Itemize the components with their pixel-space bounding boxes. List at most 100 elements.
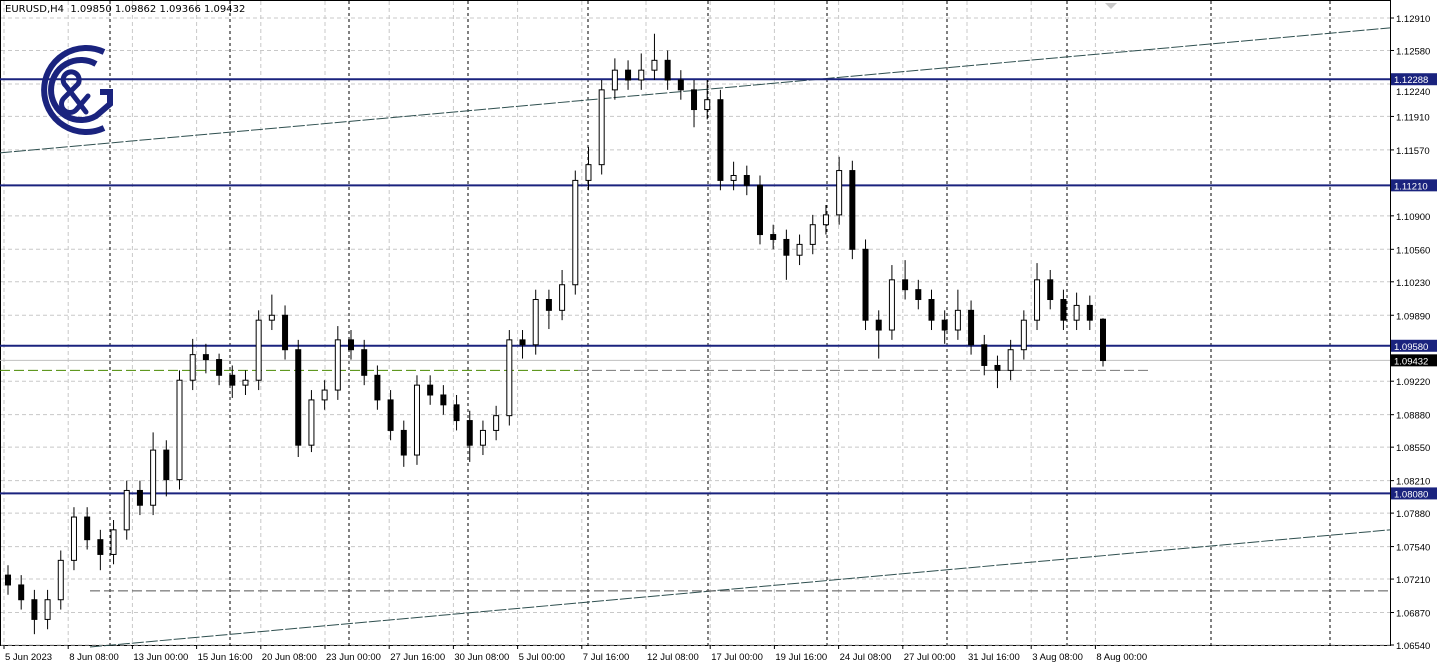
candle-bull xyxy=(242,379,249,386)
candle-bull xyxy=(954,309,961,331)
candle-bull xyxy=(479,429,486,446)
level-price-label: 1.08080 xyxy=(1394,489,1428,500)
candle-bear xyxy=(770,234,777,240)
candle-bear xyxy=(387,399,394,431)
candle-bull xyxy=(321,389,328,401)
y-tick-label: 1.08550 xyxy=(1396,443,1430,454)
level-price-tag xyxy=(1391,487,1437,500)
candle-bear xyxy=(875,319,882,331)
candle-bear xyxy=(691,89,698,111)
candle-bear xyxy=(229,374,236,386)
candle-bear xyxy=(756,184,763,236)
candle-bear xyxy=(677,79,684,91)
x-tick-label: 24 Jul 08:00 xyxy=(840,652,892,663)
candle-bear xyxy=(216,359,223,376)
y-tick-label: 1.07880 xyxy=(1396,509,1430,520)
candle-bear xyxy=(783,238,790,256)
x-tick-label: 31 Jul 16:00 xyxy=(968,652,1020,663)
y-tick-label: 1.07540 xyxy=(1396,543,1430,554)
candle-bear xyxy=(1060,299,1067,321)
candle-bull xyxy=(334,339,341,391)
bid-price-tag xyxy=(1391,354,1437,367)
y-tick-label: 1.11910 xyxy=(1396,112,1430,123)
candle-bear xyxy=(202,354,209,361)
candle-bull xyxy=(888,279,895,331)
y-tick-label: 1.11570 xyxy=(1396,146,1430,157)
candle-bear xyxy=(295,349,302,446)
candle-bear xyxy=(941,319,948,331)
x-tick-label: 30 Jun 08:00 xyxy=(454,652,509,663)
candle-bear xyxy=(968,309,975,346)
close-value: 1.09432 xyxy=(204,4,246,15)
candle-bear xyxy=(1047,279,1054,301)
candle-bear xyxy=(625,69,632,81)
level-price-label: 1.11210 xyxy=(1394,181,1428,192)
candle-bull xyxy=(796,243,803,256)
candle-bull xyxy=(493,415,500,431)
candle-bull xyxy=(585,164,592,181)
x-tick-label: 19 Jul 16:00 xyxy=(775,652,827,663)
candle-bull xyxy=(822,214,829,226)
level-price-label: 1.12288 xyxy=(1394,75,1428,86)
chart-shift-marker[interactable] xyxy=(1105,3,1117,9)
low-value: 1.09366 xyxy=(159,4,201,15)
x-tick-label: 27 Jun 16:00 xyxy=(390,652,445,663)
candle-bull xyxy=(150,449,157,506)
level-price-tag xyxy=(1391,179,1437,192)
y-tick-label: 1.10900 xyxy=(1396,212,1430,223)
y-tick-label: 1.12580 xyxy=(1396,46,1430,57)
candle-bull xyxy=(506,339,513,417)
x-tick-label: 8 Jun 08:00 xyxy=(69,652,119,663)
trend-line-lower[interactable] xyxy=(89,529,1391,648)
candle-bear xyxy=(374,374,381,401)
x-tick-label: 23 Jun 00:00 xyxy=(326,652,381,663)
candle-bear xyxy=(994,364,1001,371)
high-value: 1.09862 xyxy=(114,4,157,15)
x-tick-label: 5 Jul 00:00 xyxy=(519,652,565,663)
level-price-tag xyxy=(1391,339,1437,352)
x-tick-label: 15 Jun 16:00 xyxy=(198,652,253,663)
candle-bear xyxy=(862,248,869,321)
candle-bear xyxy=(5,574,11,586)
candle-bull xyxy=(651,59,658,71)
candle-bear xyxy=(1086,304,1093,321)
x-tick-label: 5 Jun 2023 xyxy=(5,652,52,663)
candle-bear xyxy=(664,59,671,81)
candle-bear xyxy=(84,516,91,541)
x-tick-label: 20 Jun 08:00 xyxy=(262,652,317,663)
candle-bull xyxy=(189,354,196,381)
y-tick-label: 1.06870 xyxy=(1396,609,1430,620)
y-tick-label: 1.12910 xyxy=(1396,14,1430,25)
candle-bear xyxy=(902,279,909,291)
company-logo xyxy=(41,45,113,135)
candle-bull xyxy=(836,170,843,216)
candle-bull xyxy=(532,299,539,346)
candle-bull xyxy=(70,516,77,561)
candle-bull xyxy=(1073,304,1080,321)
x-tick-label: 8 Aug 00:00 xyxy=(1096,652,1147,663)
candle-bear xyxy=(348,339,355,351)
candle-bull xyxy=(730,174,737,181)
candle-bear xyxy=(440,394,447,406)
candle-bear xyxy=(427,384,434,396)
candle-bull xyxy=(255,319,262,381)
candle-bull xyxy=(413,384,420,456)
candle-bull xyxy=(611,69,618,91)
candle-bear xyxy=(282,314,289,351)
candle-bear xyxy=(519,339,526,346)
y-tick-label: 1.07210 xyxy=(1396,575,1430,586)
candle-bear xyxy=(163,449,170,481)
y-tick-label: 1.09220 xyxy=(1396,377,1430,388)
candle-bull xyxy=(44,599,51,620)
candle-bull xyxy=(308,399,315,446)
candle-bear xyxy=(97,539,104,555)
candle-bull xyxy=(110,529,117,555)
candle-bear xyxy=(915,289,922,301)
candle-bull xyxy=(268,314,275,321)
open-value: 1.09850 xyxy=(70,4,112,15)
y-tick-label: 1.08210 xyxy=(1396,477,1430,488)
x-tick-label: 27 Jul 00:00 xyxy=(904,652,956,663)
level-price-tag xyxy=(1391,73,1437,86)
candle-bear xyxy=(31,599,38,620)
